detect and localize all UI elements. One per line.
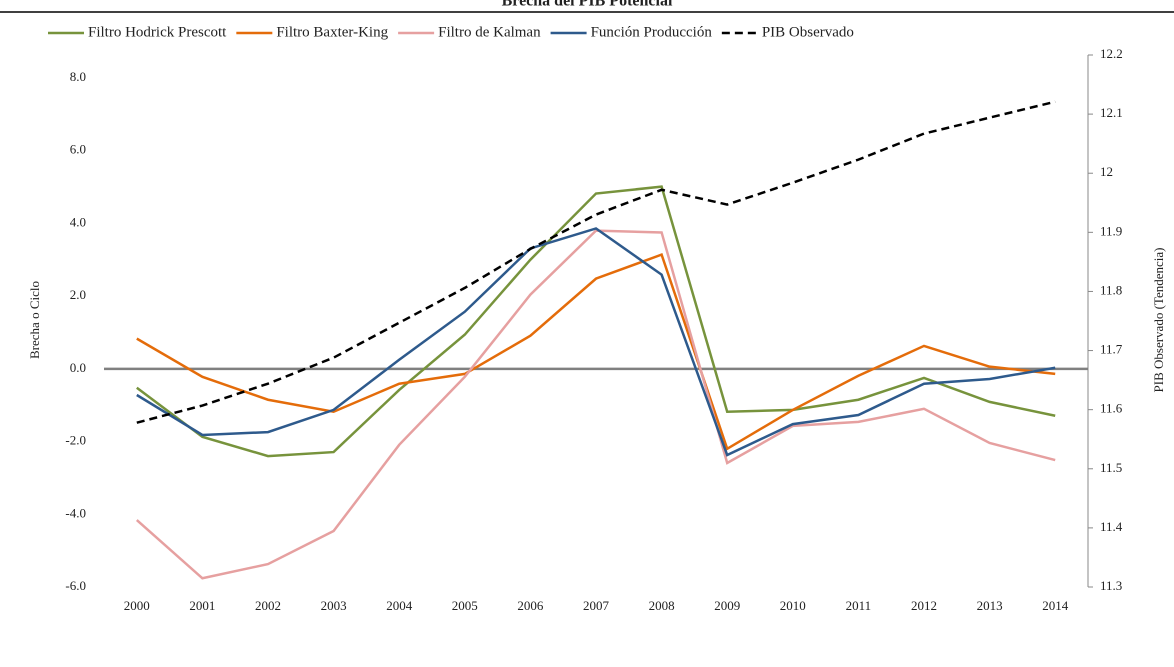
x-tick-label: 2007 bbox=[583, 598, 610, 613]
x-tick-label: 2009 bbox=[714, 598, 740, 613]
y2-axis-label: PIB Observado (Tendencia) bbox=[1151, 248, 1166, 393]
x-tick-label: 2003 bbox=[321, 598, 347, 613]
y2-tick-label: 11.4 bbox=[1100, 519, 1123, 534]
y-tick-label: 8.0 bbox=[70, 69, 86, 84]
y-axis-label: Brecha o Ciclo bbox=[27, 281, 42, 359]
legend-label: Filtro de Kalman bbox=[438, 24, 541, 40]
y2-tick-label: 12.1 bbox=[1100, 105, 1123, 120]
x-tick-label: 2010 bbox=[780, 598, 806, 613]
x-tick-label: 2012 bbox=[911, 598, 937, 613]
y-tick-label: 4.0 bbox=[70, 214, 86, 229]
x-tick-label: 2002 bbox=[255, 598, 281, 613]
y2-tick-label: 11.3 bbox=[1100, 578, 1122, 593]
x-tick-label: 2006 bbox=[517, 598, 544, 613]
y2-tick-label: 11.7 bbox=[1100, 342, 1123, 357]
x-tick-label: 2004 bbox=[386, 598, 413, 613]
legend-label: Filtro Hodrick Prescott bbox=[88, 24, 227, 40]
series-line bbox=[136, 100, 1056, 424]
series-line bbox=[136, 227, 1056, 457]
series-line bbox=[136, 253, 1056, 451]
legend-label: Función Producción bbox=[591, 24, 713, 40]
y-tick-label: 6.0 bbox=[70, 142, 86, 157]
x-tick-label: 2013 bbox=[977, 598, 1003, 613]
series-line bbox=[136, 185, 1056, 458]
y-tick-label: -6.0 bbox=[65, 578, 86, 593]
y2-tick-label: 11.8 bbox=[1100, 282, 1122, 297]
y2-tick-label: 12.2 bbox=[1100, 46, 1123, 61]
chart-title: Brecha del PIB Potencial bbox=[502, 0, 673, 10]
x-tick-label: 2000 bbox=[124, 598, 150, 613]
y2-tick-label: 11.5 bbox=[1100, 460, 1122, 475]
legend-label: Filtro Baxter-King bbox=[276, 24, 388, 40]
x-tick-label: 2001 bbox=[189, 598, 215, 613]
x-tick-label: 2008 bbox=[649, 598, 675, 613]
series-line bbox=[135, 229, 1056, 580]
y-tick-label: 0.0 bbox=[70, 360, 86, 375]
y-tick-label: -2.0 bbox=[65, 433, 86, 448]
y-tick-label: 2.0 bbox=[70, 287, 86, 302]
legend-label: PIB Observado bbox=[762, 24, 854, 40]
y-tick-label: -4.0 bbox=[65, 505, 86, 520]
x-tick-label: 2005 bbox=[452, 598, 478, 613]
y2-tick-label: 12 bbox=[1100, 164, 1113, 179]
y2-tick-label: 11.6 bbox=[1100, 401, 1123, 416]
x-tick-label: 2011 bbox=[846, 598, 872, 613]
y2-tick-label: 11.9 bbox=[1100, 223, 1122, 238]
x-tick-label: 2014 bbox=[1042, 598, 1069, 613]
